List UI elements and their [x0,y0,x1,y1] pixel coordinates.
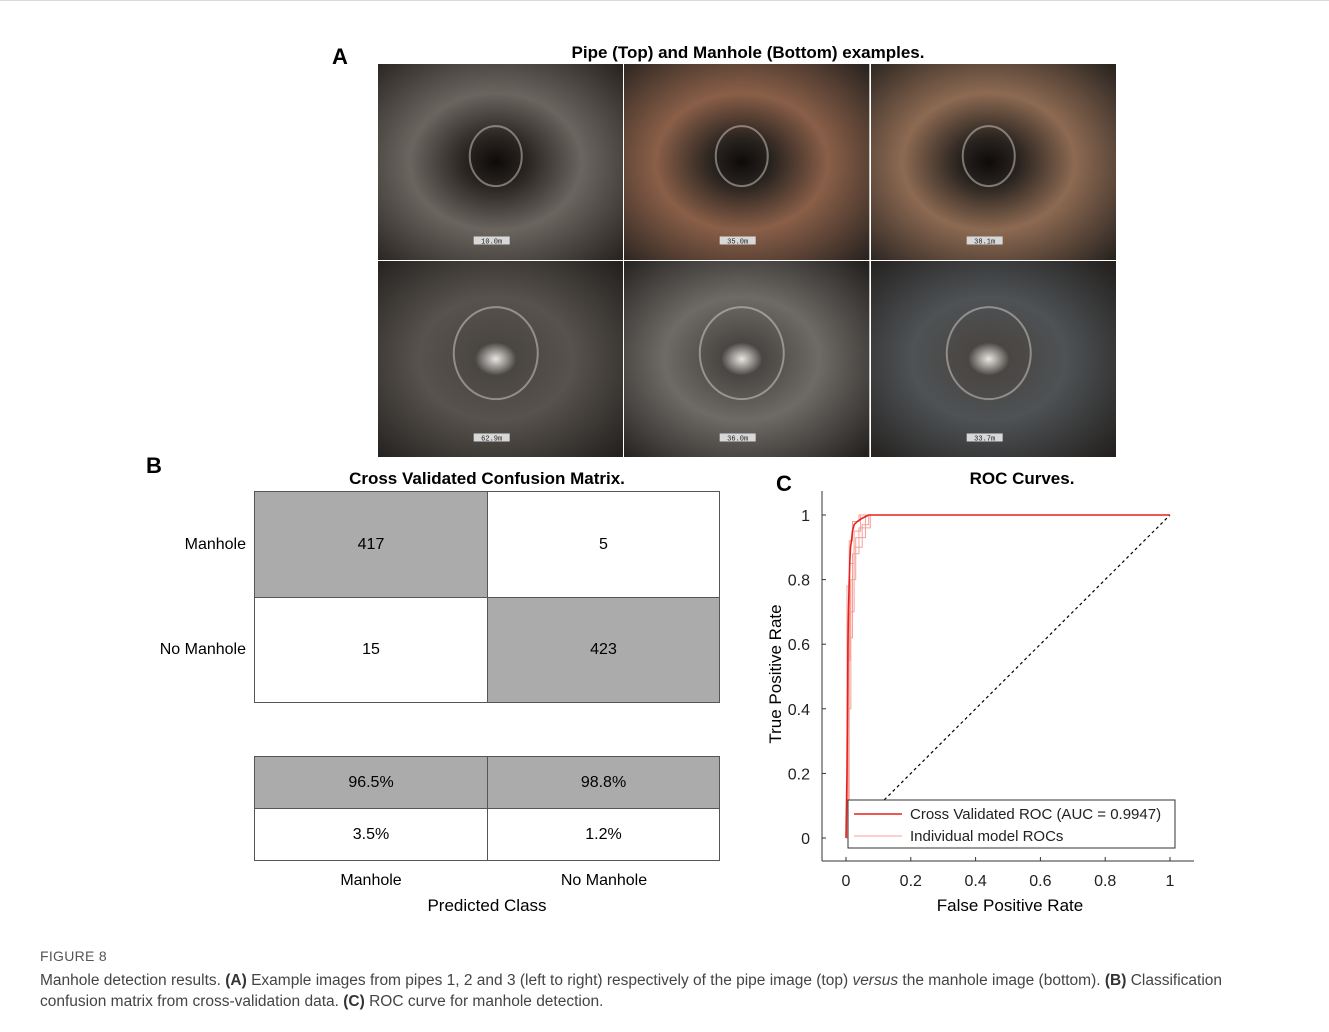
individual-roc-3 [846,514,1170,839]
roc-ylabel: True Positive Rate [766,604,785,744]
panel-b-title: Cross Validated Confusion Matrix. [349,469,625,488]
pipe-photo-3: 38.1m [870,64,1116,260]
roc-legend-box [847,799,1176,849]
y-tick-label: 1 [801,508,810,525]
caption-a-tag: (A) [225,972,247,989]
individual-roc-2 [846,514,1170,839]
panel-b-letter: B [146,453,162,478]
distance-label: 33.7m [974,435,995,443]
summary-cell-manhole-error: 3.5% [254,808,488,861]
roc-xlabel: False Positive Rate [936,896,1084,915]
matrix-cell-tp: 417 [254,491,488,598]
figure-label: FIGURE 8 [40,948,107,964]
x-tick-label: 0.6 [1029,873,1051,890]
row-label-no-manhole: No Manhole [159,641,246,658]
distance-label: 10.0m [481,238,502,246]
panel-a-letter: A [332,44,348,69]
pipe-photo-2: 35.0m [624,64,870,260]
caption-versus: versus [852,972,899,989]
caption-intro: Manhole detection results. [40,972,226,989]
caption-b-text: Classification confusion matrix from cro… [40,972,1223,1010]
chance-diagonal [845,514,1171,839]
x-tick-label: 0.2 [900,873,922,890]
distance-label: 62.9m [481,435,502,443]
x-tick-label: 0.8 [1094,873,1116,890]
x-tick-label: 0 [842,873,851,890]
panel-c-letter: C [776,471,792,496]
col-label-no-manhole: No Manhole [560,872,648,889]
row-label-manhole: Manhole [184,536,246,553]
caption-a-text: Example images from pipes 1, 2 and 3 (le… [246,972,853,989]
y-tick-label: 0.6 [788,637,810,654]
y-tick-label: 0 [801,831,810,848]
caption-a-text2: the manhole image (bottom). [898,972,1105,989]
pipe-photo-1: 10.0m [378,64,624,260]
distance-label: 38.1m [974,238,995,246]
y-tick-label: 0.4 [788,702,810,719]
distance-label: 35.0m [728,238,749,246]
predicted-class-label: Predicted Class [427,896,547,915]
caption-b-tag: (B) [1104,972,1127,989]
matrix-cell-tn: 423 [487,597,720,703]
summary-cell-nomanhole-correct: 98.8% [487,756,720,809]
x-tick-label: 0.4 [964,873,986,890]
panel-c-title: ROC Curves. [969,469,1075,488]
caption-c-text: ROC curve for manhole detection. [364,993,604,1010]
distance-label: 36.0m [728,435,749,443]
summary-cell-manhole-correct: 96.5% [254,756,488,809]
legend-label-cv: Cross Validated ROC (AUC = 0.9947) [910,806,1161,823]
y-tick-label: 0.2 [788,766,810,783]
panel-a-title: Pipe (Top) and Manhole (Bottom) examples… [571,43,925,62]
col-label-manhole: Manhole [340,872,402,889]
individual-roc-4 [846,514,1170,839]
legend-label-individual: Individual model ROCs [910,828,1063,845]
caption-c-tag: (C) [343,993,365,1010]
pipe-photo-4: 62.9m [378,261,624,457]
matrix-cell-fn: 5 [487,491,720,598]
y-tick-label: 0.8 [788,573,810,590]
matrix-cell-fp: 15 [254,597,488,703]
figure-caption: Manhole detection results. (A) Example i… [40,970,1290,1012]
x-tick-label: 1 [1166,873,1175,890]
pipe-photo-5: 36.0m [624,261,870,457]
summary-cell-nomanhole-error: 1.2% [487,808,720,861]
pipe-photo-6: 33.7m [870,261,1116,457]
cross-validated-roc [845,514,1170,839]
